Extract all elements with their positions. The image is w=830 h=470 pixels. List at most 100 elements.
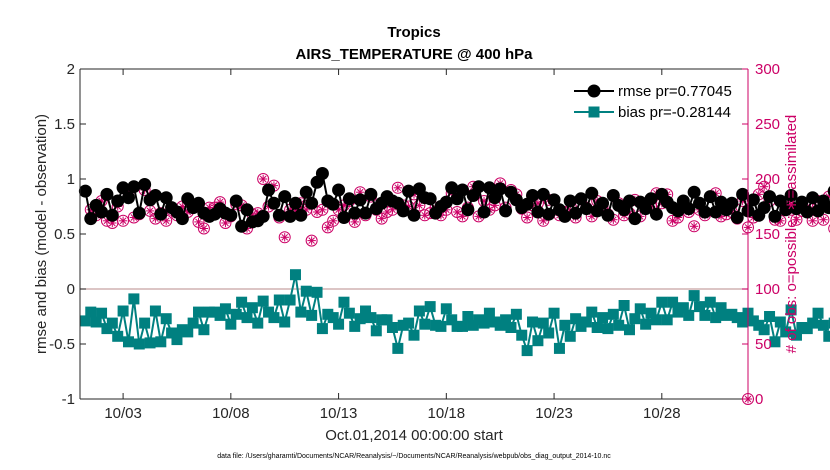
rmse-point [315, 167, 329, 180]
bias-point [85, 306, 97, 318]
y2-axis-label: # of obs: o=possible; ∗=assimilated [783, 115, 800, 354]
obs-possible-point [305, 234, 318, 247]
asterisk-stroke [760, 183, 768, 191]
bias-point [354, 313, 366, 325]
bias-point [193, 306, 205, 318]
bias-point [774, 316, 786, 328]
bias-point [737, 316, 749, 328]
rmse-point [116, 181, 130, 195]
bias-point [338, 296, 350, 308]
y-axis-label: rmse and bias (model - observation) [33, 114, 50, 354]
rmse-point [364, 187, 378, 201]
bias-point [333, 318, 345, 330]
rmse-point [622, 194, 636, 208]
rmse-point [461, 203, 475, 217]
bias-point [548, 307, 560, 319]
bias-point [257, 295, 269, 307]
bias-point [166, 327, 178, 339]
rmse-point [644, 192, 658, 206]
asterisk-stroke [669, 217, 676, 225]
rmse-point [482, 181, 496, 195]
rmse-point [294, 208, 308, 222]
rmse-point [671, 204, 685, 218]
asterisk-stroke [119, 217, 127, 225]
y2-tick-label: 100 [755, 281, 780, 298]
bias-point [807, 317, 819, 329]
y2-tick-label: 50 [755, 336, 772, 353]
rmse-point [105, 208, 119, 222]
bias-point [527, 316, 539, 328]
bias-point [171, 334, 183, 346]
obs-assimilated-point [145, 206, 155, 216]
asterisk-stroke [308, 237, 315, 244]
bias-point [543, 327, 555, 339]
asterisk-stroke [324, 224, 332, 231]
bias-point [327, 312, 339, 324]
bias-point [790, 329, 802, 341]
rmse-point [423, 192, 437, 206]
rmse-point [547, 193, 561, 207]
y2-tick-label: 200 [755, 171, 780, 188]
rmse-point [299, 185, 313, 199]
bias-point [694, 301, 706, 313]
right-y-ticks: 0 50 100 150 200 250 300 [742, 61, 780, 408]
left-y-ticks: -1 -0.5 0 0.5 1 1.5 2 [49, 61, 86, 408]
bias-point [623, 324, 635, 336]
bias-point [764, 311, 776, 322]
bias-point [370, 325, 382, 337]
bias-point [521, 345, 533, 357]
bias-series [79, 269, 830, 357]
bias-point [510, 308, 522, 320]
obs-possible-point [521, 211, 534, 224]
x-tick-label: 10/28 [643, 405, 681, 422]
bias-point [812, 307, 824, 319]
bias-point [128, 293, 140, 305]
bias-point [710, 312, 722, 324]
bias-point [591, 322, 603, 333]
bias-point [785, 304, 797, 316]
y-tick-label: 0.5 [54, 226, 75, 243]
bias-point [446, 314, 458, 326]
rmse-point [78, 184, 92, 198]
bias-point [613, 319, 625, 331]
rmse-point [332, 183, 346, 197]
rmse-point [628, 212, 642, 226]
obs-assimilated-point [668, 216, 677, 225]
asterisk-stroke [162, 217, 170, 225]
rmse-point [159, 191, 173, 205]
x-tick-label: 10/03 [104, 405, 142, 422]
obs-assimilated-point [792, 215, 801, 224]
rmse-point [827, 186, 830, 197]
asterisk-stroke [394, 184, 402, 192]
bias-point [715, 302, 727, 314]
bias-point [306, 309, 318, 321]
rmse-point [359, 206, 373, 220]
x-tick-label: 10/18 [428, 405, 466, 422]
rmse-point [175, 212, 189, 226]
y-tick-label: 2 [67, 61, 75, 78]
obs-assimilated-point [458, 212, 467, 221]
bias-point [580, 316, 592, 328]
bias-point [246, 302, 258, 314]
rmse-point [493, 182, 507, 196]
asterisk-stroke [146, 207, 154, 215]
rmse-point [531, 205, 545, 219]
bias-point [236, 296, 248, 308]
obs-assimilated-point [759, 182, 769, 191]
bias-point [214, 309, 226, 321]
rmse-point [132, 206, 146, 220]
bias-point [392, 342, 404, 354]
obs-assimilated-point [689, 222, 699, 231]
bias-point [667, 296, 679, 308]
rmse-point [439, 195, 453, 209]
obs-possible-point [257, 173, 270, 185]
bias-point [182, 326, 194, 338]
rmse-point [229, 194, 243, 208]
rmse-point [574, 192, 588, 206]
asterisk-stroke [319, 206, 326, 214]
rmse-point [763, 190, 777, 204]
bias-point [187, 317, 199, 329]
bias-point [677, 302, 689, 314]
bias-point [629, 313, 641, 325]
